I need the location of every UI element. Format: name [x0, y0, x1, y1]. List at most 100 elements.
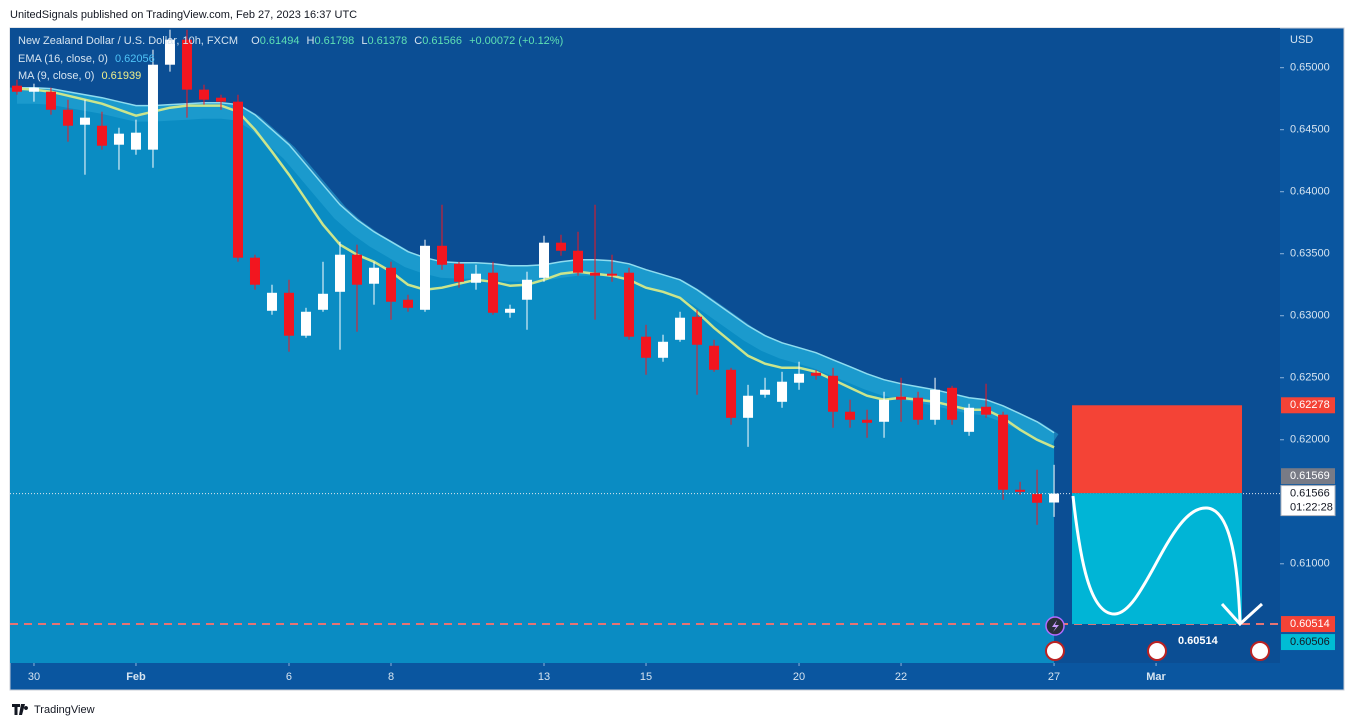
change: +0.00072 (+0.12%) — [469, 35, 563, 47]
candle-body — [930, 389, 941, 420]
y-tick-label: 0.65000 — [1290, 62, 1330, 74]
candle-body — [556, 242, 567, 251]
price-tag — [1281, 616, 1335, 633]
candle-body — [913, 397, 924, 420]
x-tick-label: 8 — [388, 671, 394, 683]
x-tick-label: 27 — [1048, 671, 1060, 683]
y-tick-label: 0.64500 — [1290, 124, 1330, 136]
candle-body — [1032, 493, 1043, 503]
y-tick-label: 0.64000 — [1290, 186, 1330, 198]
x-tick-label: 20 — [793, 671, 805, 683]
x-tick-label: 30 — [28, 671, 40, 683]
candle-body — [488, 272, 499, 313]
candle-body — [862, 419, 873, 423]
candle-body — [130, 132, 141, 150]
candle-body — [62, 109, 73, 126]
y-tick-label: 0.62000 — [1290, 434, 1330, 446]
footer: TradingView — [34, 704, 95, 716]
ema-band — [17, 87, 1059, 448]
price-tag-label: 0.60506 — [1290, 636, 1330, 648]
candle-body — [249, 257, 260, 285]
y-tick-label: 0.63500 — [1290, 248, 1330, 260]
flag-icon[interactable] — [1045, 641, 1065, 661]
candle-body — [471, 273, 482, 283]
x-tick-label: 22 — [895, 671, 907, 683]
price-tag-label: 0.62278 — [1290, 399, 1330, 411]
y-tick-label: 0.61000 — [1290, 558, 1330, 570]
price-tag-label: 0.60514 — [1290, 618, 1330, 630]
candle-body — [147, 64, 158, 150]
candle-body — [96, 125, 107, 146]
legend-ema: EMA (16, close, 0) 0.62056 — [18, 53, 155, 65]
flag-icon[interactable] — [1147, 641, 1167, 661]
legend-name: EMA (16, close, 0) — [18, 53, 108, 65]
price-tag — [1280, 485, 1336, 517]
header: UnitedSignals published on TradingView.c… — [10, 9, 357, 21]
candle-body — [11, 85, 22, 92]
candle-body — [777, 381, 788, 402]
candle-body — [845, 411, 856, 420]
candle-body — [760, 389, 771, 395]
countdown: 01:22:28 — [1290, 501, 1333, 513]
candle-body — [232, 101, 243, 258]
candle-body — [420, 245, 431, 310]
price-tag-label: 0.61569 — [1290, 470, 1330, 482]
candle-body — [981, 406, 992, 415]
ohlc-value: 0.61494 — [260, 35, 300, 47]
candle-body — [113, 133, 124, 145]
legend-value: 0.61939 — [101, 70, 141, 82]
candle-body — [879, 399, 890, 422]
candle-body — [437, 245, 448, 265]
overlay: 0.60514 — [1045, 495, 1270, 661]
legend-ma: MA (9, close, 0) 0.61939 — [18, 70, 141, 82]
y-tick-label: 0.62500 — [1290, 372, 1330, 384]
price-tag — [1281, 468, 1335, 485]
candle-body — [164, 39, 175, 65]
ohlc-value: 0.61566 — [422, 35, 462, 47]
candle-body — [45, 91, 56, 110]
candle-body — [573, 250, 584, 273]
candle-body — [317, 293, 328, 310]
x-tick-label: Feb — [126, 671, 146, 683]
lightning — [1052, 620, 1059, 632]
price-tag — [1281, 634, 1335, 651]
projection-arrow — [1071, 495, 1242, 623]
candle-body — [607, 273, 618, 276]
ema-area — [10, 87, 1055, 663]
candle-body — [505, 308, 516, 313]
arrow-head — [1220, 602, 1264, 627]
title: New Zealand Dollar / U.S. Dollar, 10h, F… — [18, 35, 238, 47]
candle-body — [641, 336, 652, 358]
legend-name: MA (9, close, 0) — [18, 70, 94, 82]
candle-body — [283, 292, 294, 336]
candle-body — [692, 316, 703, 345]
target-callout: 0.60514 — [1178, 635, 1219, 647]
flag-icon[interactable] — [1250, 641, 1270, 661]
x-tick-label: Mar — [1146, 671, 1166, 683]
candle-body — [675, 317, 686, 340]
candle-body — [522, 279, 533, 300]
candle-body — [964, 407, 975, 432]
axis-unit: USD — [1290, 34, 1313, 46]
candle-body — [351, 254, 362, 285]
candle-body — [743, 395, 754, 418]
stop-zone — [1072, 405, 1242, 494]
candle-body — [539, 242, 550, 278]
ohlc-label: H — [307, 35, 315, 47]
ohlc-label: O — [251, 35, 260, 47]
candle-body — [28, 87, 39, 92]
candle-body — [590, 272, 601, 276]
candle-body — [726, 369, 737, 418]
candle-body — [334, 254, 345, 292]
x-tick-label: 13 — [538, 671, 550, 683]
legend-value: 0.62056 — [115, 53, 155, 65]
candle-body — [215, 97, 226, 102]
candle-body — [266, 292, 277, 311]
candle-body — [658, 341, 669, 358]
plot: 0.60514 — [10, 29, 1280, 663]
candle-body — [828, 375, 839, 412]
candle-body — [181, 39, 192, 90]
candle-body — [454, 263, 465, 282]
legend-main: New Zealand Dollar / U.S. Dollar, 10h, F… — [18, 35, 563, 47]
